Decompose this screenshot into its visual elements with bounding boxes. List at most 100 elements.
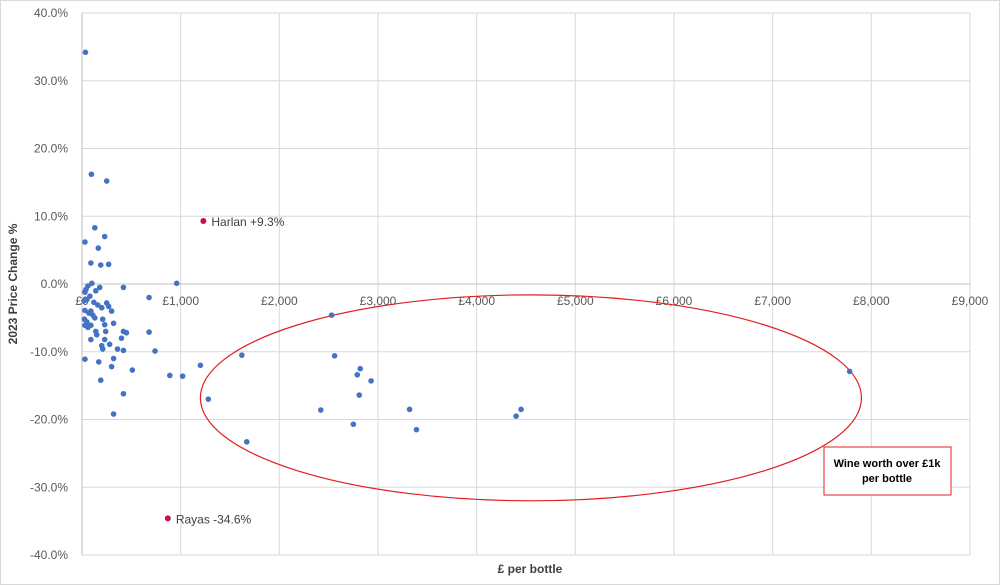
data-point <box>88 308 94 314</box>
data-point <box>354 371 361 378</box>
data-point <box>120 347 127 354</box>
data-point <box>129 367 136 373</box>
data-point <box>108 308 115 314</box>
data-point <box>99 346 106 352</box>
data-point <box>173 280 180 287</box>
data-points <box>81 49 853 445</box>
y-tick-label: 0.0% <box>41 277 69 291</box>
y-tick-labels: 40.0% 30.0% 20.0% 10.0% 0.0% -10.0% -20.0% -30.… <box>30 6 68 562</box>
y-tick-label: 30.0% <box>34 74 68 88</box>
x-tick-label: £5,000 <box>557 294 594 308</box>
data-point <box>101 233 108 240</box>
data-point <box>368 378 374 384</box>
data-point <box>101 336 108 343</box>
data-point <box>94 302 101 308</box>
data-point <box>106 341 113 348</box>
data-point <box>94 332 100 338</box>
data-point <box>82 239 88 245</box>
data-point <box>103 178 110 184</box>
data-point <box>350 421 357 428</box>
x-tick-label: £9,000 <box>952 294 989 308</box>
data-point <box>101 321 108 328</box>
y-tick-label: -10.0% <box>30 345 68 359</box>
data-point <box>328 312 335 318</box>
data-point <box>406 406 413 413</box>
data-point <box>179 373 186 379</box>
highlight-label: Rayas -34.6% <box>176 512 252 526</box>
data-point <box>105 303 112 310</box>
callout-box: Wine worth over £1k per bottle <box>823 446 952 496</box>
y-tick-label: 20.0% <box>34 142 68 156</box>
x-tick-label: £2,000 <box>261 294 298 308</box>
data-point <box>97 377 104 384</box>
y-axis-title: 2023 Price Change % <box>6 223 20 344</box>
data-point <box>82 49 89 56</box>
data-point <box>84 296 90 303</box>
data-point <box>331 353 338 359</box>
data-point <box>146 294 152 301</box>
x-tick-label: £8,000 <box>853 294 890 308</box>
data-point <box>96 284 103 291</box>
data-point <box>91 299 97 306</box>
data-point <box>82 356 88 363</box>
y-tick-label: -20.0% <box>30 413 68 427</box>
data-point <box>317 407 324 413</box>
data-point <box>123 329 130 336</box>
y-tick-label: 40.0% <box>34 6 68 20</box>
data-point <box>118 335 125 342</box>
data-point <box>413 426 420 433</box>
data-point <box>82 307 88 314</box>
data-point <box>518 406 524 413</box>
data-point <box>108 363 115 370</box>
data-point <box>88 171 95 178</box>
ellipse-layer <box>199 294 863 502</box>
data-point <box>110 411 117 417</box>
x-tick-labels: £0£1,000£2,000£3,000£4,000£5,000£6,000£7… <box>75 294 988 308</box>
y-tick-label: 10.0% <box>34 209 68 223</box>
data-point <box>114 346 121 352</box>
data-point <box>120 390 127 397</box>
data-point <box>95 245 102 251</box>
data-point <box>152 348 158 354</box>
data-point <box>95 359 102 365</box>
data-point <box>97 262 104 268</box>
data-point <box>110 355 117 362</box>
data-point <box>82 289 88 295</box>
data-point <box>88 322 94 329</box>
data-point <box>88 260 94 266</box>
data-point <box>99 316 106 323</box>
data-point <box>120 284 127 291</box>
data-point <box>357 365 364 372</box>
callout-line-1: Wine worth over £1k <box>834 458 942 470</box>
data-point <box>89 280 95 287</box>
data-point <box>167 372 173 379</box>
highlight-points: Harlan +9.3% Rayas -34.6% <box>164 215 285 526</box>
highlight-point <box>200 217 207 224</box>
data-point <box>513 413 519 419</box>
data-point <box>243 439 250 445</box>
callout-border <box>823 446 952 496</box>
data-point <box>93 287 99 294</box>
data-point <box>239 352 245 358</box>
data-point <box>92 315 98 321</box>
gridlines <box>81 12 971 556</box>
data-point <box>205 396 212 402</box>
data-point <box>846 368 853 375</box>
x-tick-label: £6,000 <box>656 294 693 308</box>
data-point <box>105 261 112 268</box>
highlight-point <box>164 515 171 522</box>
x-tick-label: £1,000 <box>162 294 199 308</box>
x-tick-label: £4,000 <box>458 294 495 308</box>
data-point <box>92 224 98 231</box>
data-point <box>110 320 117 327</box>
y-tick-label: -30.0% <box>30 480 68 494</box>
data-point <box>146 329 152 335</box>
data-point <box>98 304 105 311</box>
data-point <box>102 328 109 335</box>
x-tick-label: £7,000 <box>754 294 791 308</box>
highlight-ellipse <box>199 294 863 502</box>
data-point <box>88 336 94 343</box>
data-point <box>356 392 363 398</box>
